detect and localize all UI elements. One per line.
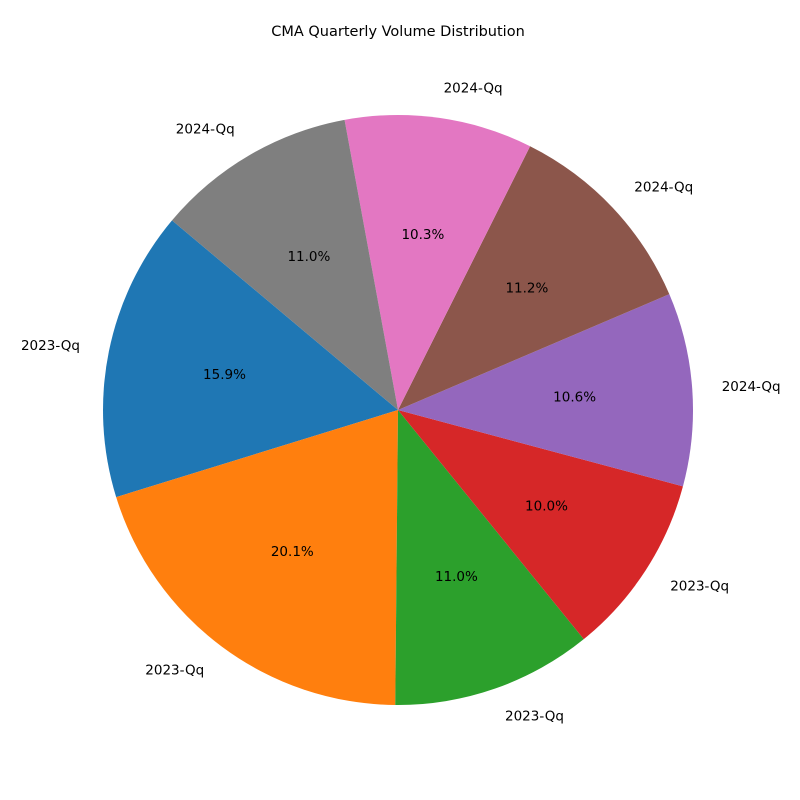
slice-percent-label-1: 15.9% xyxy=(203,367,246,383)
pie-slice-4 xyxy=(398,410,683,640)
slice-category-label-2: 2023-Qq xyxy=(145,662,204,678)
slice-percent-label-5: 10.6% xyxy=(553,390,596,406)
slice-category-label-4: 2023-Qq xyxy=(670,579,729,595)
slice-percent-label-8: 11.0% xyxy=(287,249,330,265)
slice-category-label-5: 2024-Qq xyxy=(722,379,781,395)
pie-slice-1 xyxy=(103,220,399,498)
pie-slice-8 xyxy=(172,119,398,410)
slice-category-label-7: 2024-Qq xyxy=(444,81,503,97)
slice-category-label-6: 2024-Qq xyxy=(634,180,693,196)
slice-category-label-1: 2023-Qq xyxy=(21,338,80,354)
slice-category-label-3: 2023-Qq xyxy=(505,708,564,724)
slice-percent-label-7: 10.3% xyxy=(401,227,444,243)
pie-slice-3 xyxy=(395,410,584,706)
pie-slice-2 xyxy=(116,410,399,705)
pie-slice-6 xyxy=(398,146,670,411)
chart-title: CMA Quarterly Volume Distribution xyxy=(271,24,525,40)
slice-category-label-8: 2024-Qq xyxy=(176,122,235,138)
pie-labels: 15.9% 2023-Qq 20.1% 2023-Qq 11.0% 2023-Qq 10.0… xyxy=(21,81,781,725)
slice-percent-label-4: 10.0% xyxy=(525,498,568,514)
pie-slice-7 xyxy=(344,114,531,411)
slice-percent-label-6: 11.2% xyxy=(505,281,548,297)
pie-slices xyxy=(103,114,693,706)
slice-percent-label-2: 20.1% xyxy=(271,544,314,560)
slice-percent-label-3: 11.0% xyxy=(435,569,478,585)
pie-slice-5 xyxy=(398,294,693,487)
